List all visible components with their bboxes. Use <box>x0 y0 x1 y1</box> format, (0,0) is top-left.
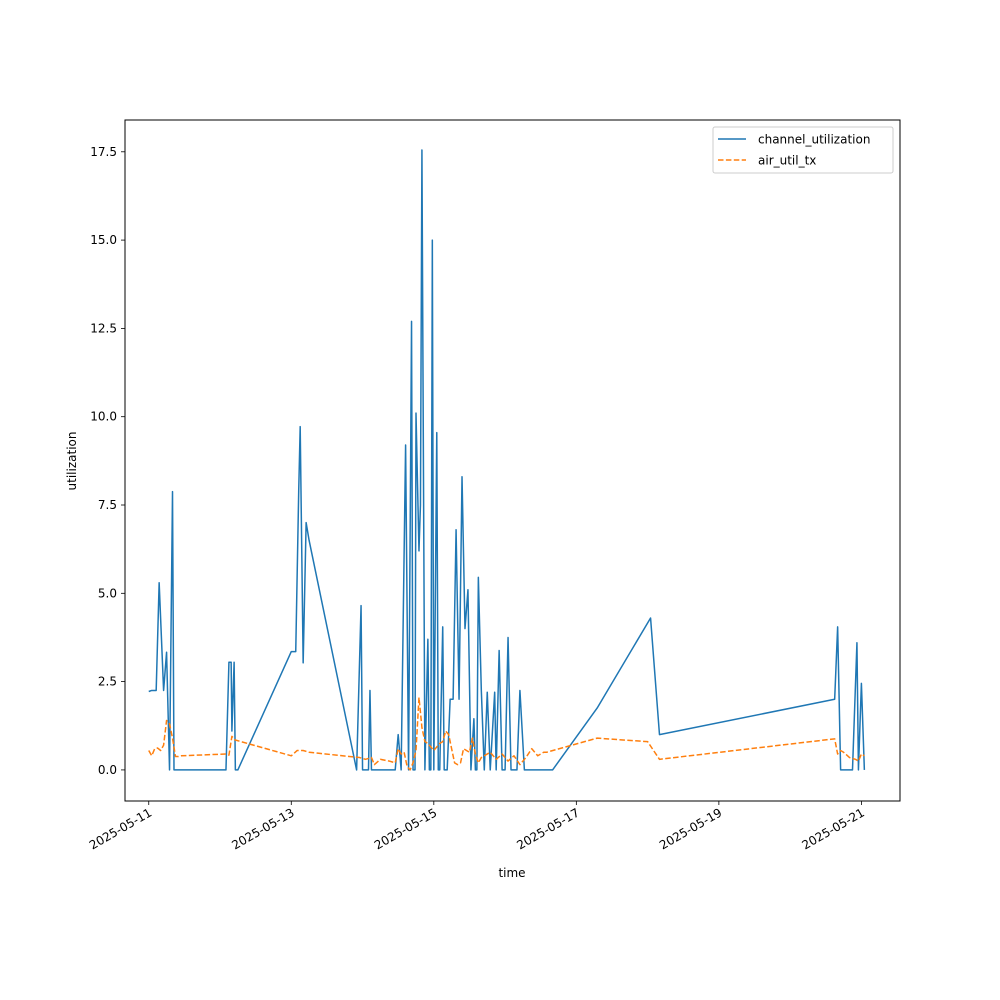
y-tick-label: 0.0 <box>98 763 117 777</box>
legend-label-air-util-tx: air_util_tx <box>758 154 816 168</box>
y-tick-label: 10.0 <box>90 410 117 424</box>
y-tick-label: 15.0 <box>90 233 117 247</box>
legend-label-channel-utilization: channel_utilization <box>758 133 870 147</box>
y-tick-label: 5.0 <box>98 586 117 600</box>
y-tick-label: 2.5 <box>98 675 117 689</box>
y-axis: 0.0 2.5 5.0 7.5 10.0 12.5 15.0 17.5 <box>90 145 125 777</box>
plot-frame <box>124 119 901 802</box>
series-line-channel-utilization <box>148 149 866 771</box>
legend-box <box>712 126 894 174</box>
series-line-air-util-tx <box>148 696 865 771</box>
x-axis-label: time <box>498 866 525 880</box>
series-layer <box>148 149 866 771</box>
y-tick-label: 17.5 <box>90 145 117 159</box>
y-axis-label: utilization <box>65 432 79 491</box>
legend: channel_utilization air_util_tx <box>712 126 894 174</box>
y-tick-label: 7.5 <box>98 498 117 512</box>
y-tick-label: 12.5 <box>90 321 117 335</box>
